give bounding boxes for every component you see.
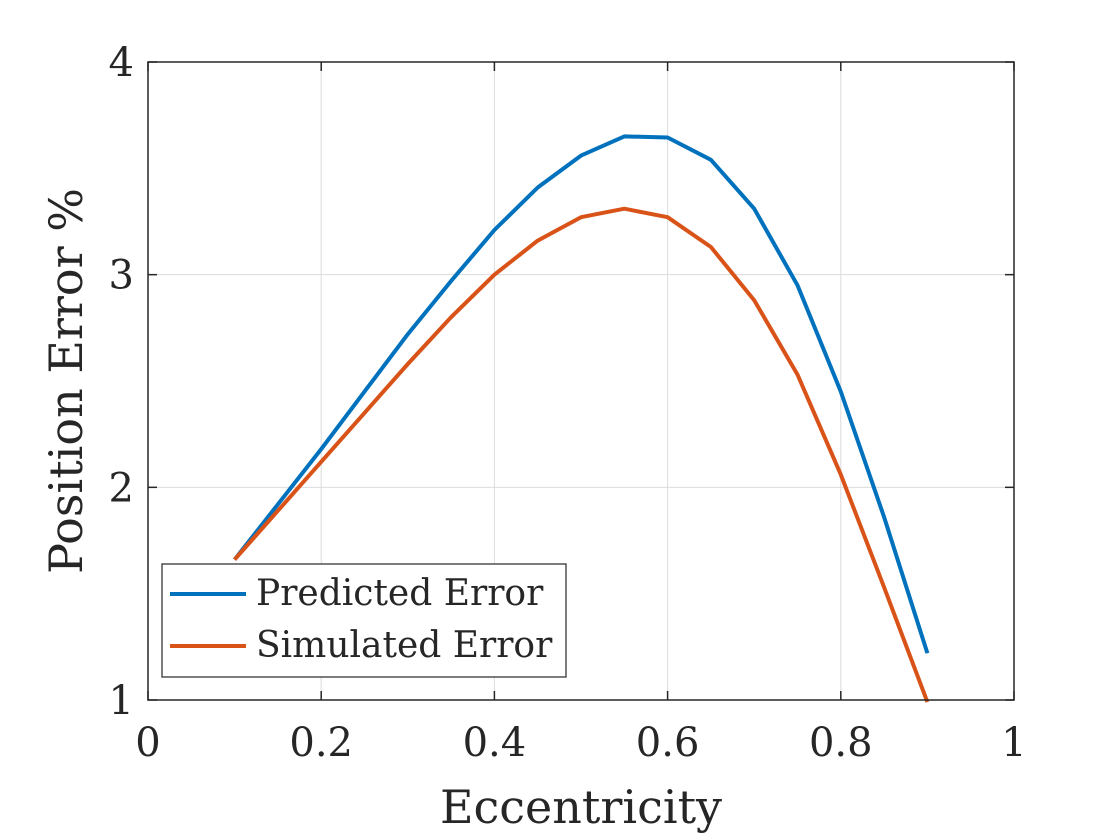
y-tick-labels: 1 2 3 4 [109, 40, 134, 724]
x-tick-label: 0.2 [289, 720, 353, 766]
x-tick-label: 0 [135, 720, 160, 766]
x-tick-label: 0.4 [463, 720, 527, 766]
x-tick-label: 0.6 [636, 720, 700, 766]
plot-frame [147, 61, 1015, 701]
legend-box [161, 563, 567, 678]
legend-label-simulated: Simulated Error [256, 625, 553, 666]
y-axis-label: Position Error % [39, 188, 93, 574]
y-tick-label: 3 [109, 253, 134, 299]
series-line-1 [233, 206, 930, 703]
x-axis-label: Eccentricity [440, 780, 722, 834]
x-tick-label: 1 [1001, 720, 1026, 766]
series-layer [233, 134, 930, 703]
x-tick-label: 0.8 [809, 720, 873, 766]
y-tick-label: 1 [109, 678, 134, 724]
y-tick-label: 4 [109, 40, 134, 86]
legend: Predicted Error Simulated Error [161, 563, 567, 678]
grid-lines [148, 62, 1014, 700]
tick-marks [147, 61, 1015, 701]
y-tick-label: 2 [109, 465, 134, 511]
legend-label-predicted: Predicted Error [256, 573, 544, 614]
series-line-0 [233, 134, 930, 654]
x-tick-labels: 0 0.2 0.4 0.6 0.8 1 [135, 720, 1026, 766]
